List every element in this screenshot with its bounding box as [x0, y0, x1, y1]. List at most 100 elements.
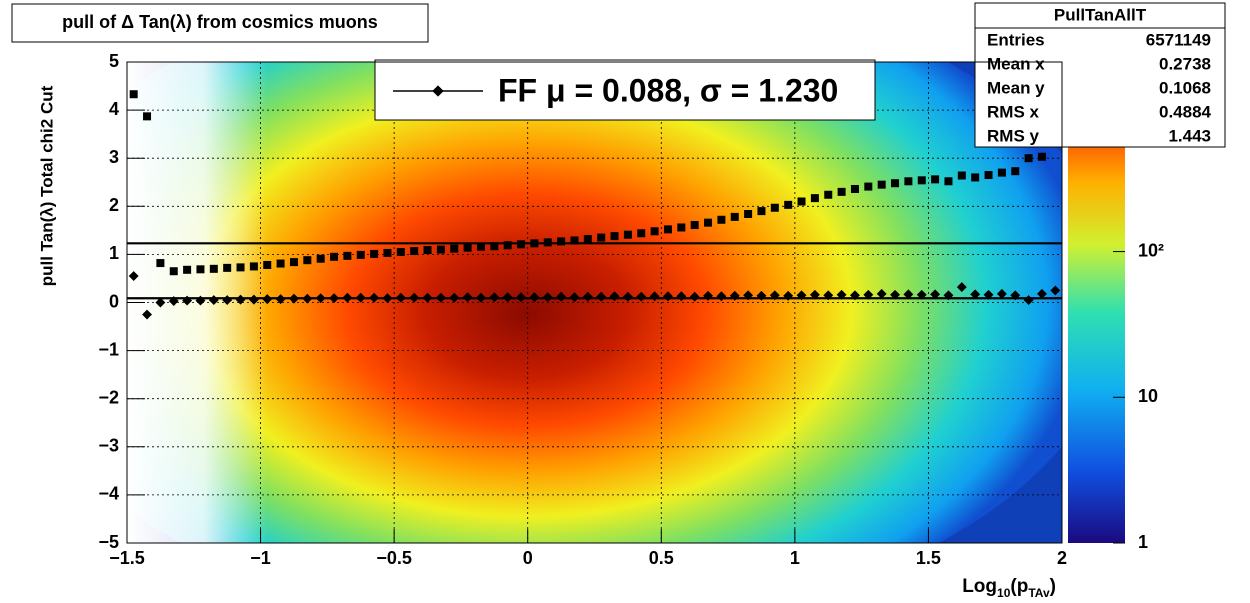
- diamond-marker: [996, 288, 1007, 299]
- square-marker: [717, 215, 726, 224]
- diamond-marker: [395, 292, 406, 303]
- square-marker: [971, 173, 980, 182]
- square-marker: [877, 180, 886, 189]
- diamond-marker: [916, 289, 927, 300]
- square-marker: [904, 177, 913, 186]
- diamond-marker: [476, 292, 486, 303]
- diamond-marker: [409, 292, 420, 303]
- diamond-marker: [569, 292, 580, 303]
- square-marker: [236, 263, 245, 272]
- square-marker: [289, 258, 298, 267]
- y-tick-label: 0: [109, 291, 119, 311]
- square-marker: [583, 235, 592, 244]
- x-tick-label: 2: [1057, 548, 1067, 568]
- square-marker: [356, 250, 365, 259]
- square-marker: [637, 229, 646, 238]
- square-marker: [223, 263, 232, 272]
- diamond-marker: [983, 289, 994, 300]
- square-marker: [169, 267, 178, 276]
- square-marker: [690, 221, 699, 230]
- x-tick-label: 0.5: [649, 548, 674, 568]
- y-tick-label: 1: [109, 243, 119, 263]
- square-marker: [984, 171, 993, 180]
- diamond-marker: [850, 290, 860, 301]
- stats-label: RMS x: [987, 102, 1040, 121]
- diamond-marker: [809, 289, 820, 300]
- diamond-marker: [649, 291, 660, 302]
- diamond-marker: [823, 290, 834, 301]
- diamond-marker: [609, 291, 620, 302]
- chart-title: pull of Δ Tan(λ) from cosmics muons: [62, 12, 378, 32]
- square-marker: [623, 230, 632, 239]
- diamond-marker: [516, 292, 526, 303]
- stats-label: RMS y: [987, 126, 1040, 145]
- square-marker: [850, 184, 859, 193]
- diamond-marker: [142, 309, 152, 320]
- x-label-part: 10: [997, 586, 1011, 600]
- square-marker: [410, 247, 419, 256]
- y-tick-label: −1: [98, 339, 119, 359]
- x-tick-label: 1.5: [916, 548, 941, 568]
- diamond-marker: [836, 289, 847, 300]
- diamond-marker: [449, 292, 460, 303]
- stats-value: 0.2738: [1159, 54, 1211, 73]
- square-marker: [263, 260, 272, 269]
- square-marker: [770, 203, 779, 212]
- diamond-marker: [783, 290, 794, 301]
- title-box: [11, 3, 429, 43]
- square-marker: [677, 223, 686, 232]
- diamond-marker: [556, 291, 567, 302]
- diamond-marker: [208, 295, 219, 306]
- diamond-marker: [1037, 288, 1047, 299]
- square-marker: [316, 254, 325, 263]
- diamond-marker: [622, 291, 633, 302]
- square-marker: [757, 207, 766, 216]
- square-marker: [450, 244, 459, 253]
- diamond-marker: [128, 271, 139, 281]
- square-marker: [1037, 152, 1046, 161]
- diamond-marker: [930, 289, 941, 300]
- square-marker: [917, 176, 926, 185]
- diamond-marker: [676, 291, 687, 302]
- diamond-marker: [716, 291, 727, 302]
- square-marker: [276, 259, 285, 268]
- x-label-part: TAv: [1028, 586, 1050, 600]
- square-marker: [650, 227, 659, 236]
- square-marker: [490, 242, 499, 251]
- square-marker: [1024, 154, 1033, 163]
- square-marker: [196, 265, 205, 274]
- square-marker: [463, 243, 472, 252]
- square-marker: [129, 90, 138, 99]
- diamond-marker: [1050, 285, 1061, 296]
- diamond-marker: [529, 292, 540, 303]
- diamond-marker: [302, 293, 313, 304]
- stats-label: Mean x: [987, 54, 1045, 73]
- square-marker: [330, 252, 339, 261]
- square-marker: [183, 265, 192, 274]
- square-marker: [557, 237, 566, 246]
- diamond-marker: [435, 292, 446, 303]
- x-axis-label: Log10(pTAv): [962, 576, 1056, 600]
- x-tick-label: −0.5: [376, 548, 412, 568]
- diamond-marker: [943, 290, 954, 301]
- square-marker: [209, 264, 218, 273]
- diamond-marker: [663, 291, 673, 302]
- square-marker: [744, 209, 753, 218]
- diamond-marker: [155, 297, 166, 308]
- diamond-marker: [542, 292, 553, 303]
- diamond-marker: [235, 294, 246, 305]
- diamond-marker: [876, 288, 887, 299]
- square-marker: [503, 241, 512, 250]
- square-marker: [396, 247, 405, 256]
- y-tick-label: −5: [98, 532, 119, 552]
- diamond-marker: [689, 291, 700, 302]
- diamond-marker: [222, 295, 233, 306]
- square-marker: [797, 197, 806, 206]
- legend: [374, 59, 876, 121]
- diamond-marker: [596, 291, 607, 302]
- square-marker: [837, 187, 846, 196]
- diamond-marker: [329, 293, 339, 304]
- y-axis-label: pull Tan(λ) Total chi2 Cut: [37, 85, 56, 286]
- diamond-marker: [462, 292, 473, 303]
